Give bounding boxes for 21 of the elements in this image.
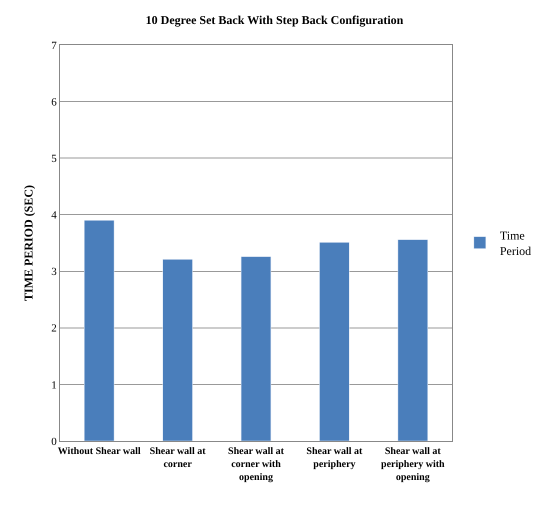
y-tick-label: 6 xyxy=(51,96,58,108)
x-tick-label: Shear wall at periphery with opening xyxy=(380,446,446,483)
bar xyxy=(84,220,114,441)
x-tick-label: Shear wall at periphery xyxy=(306,446,364,470)
y-axis-title: TIME PERIOD (SEC) xyxy=(22,184,36,302)
bar xyxy=(398,239,428,441)
x-tick-label: Shear wall at corner xyxy=(150,446,206,470)
x-tick-label: Shear wall at corner with opening xyxy=(228,446,285,483)
y-tick-label: 1 xyxy=(51,379,57,392)
y-tick-label: 4 xyxy=(51,210,58,222)
y-tick-label: 3 xyxy=(51,266,58,278)
y-tick-label: 7 xyxy=(51,40,58,52)
bar xyxy=(319,242,350,441)
legend-label: Time Period xyxy=(500,228,532,258)
x-tick-label: Without Shear wall xyxy=(58,446,141,457)
y-tick-label: 0 xyxy=(51,436,58,448)
y-tick-label: 2 xyxy=(51,322,57,335)
bar xyxy=(162,259,193,441)
chart-title: 10 Degree Set Back With Step Back Configuration xyxy=(146,12,404,27)
bar xyxy=(240,256,272,441)
y-tick-label: 5 xyxy=(51,152,58,165)
